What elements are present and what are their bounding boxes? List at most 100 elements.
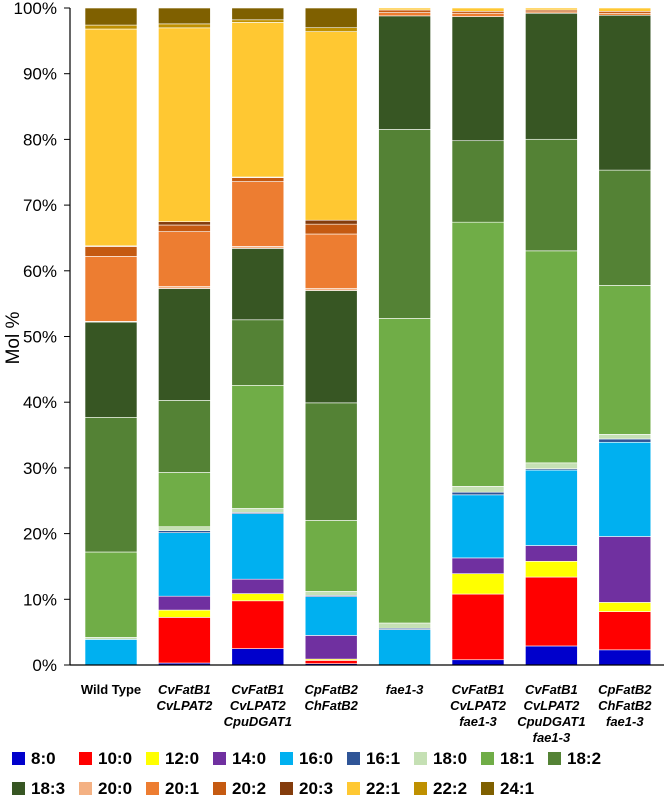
category-label: CvFatB1 CvLPAT2 fae1-3 xyxy=(450,682,507,729)
bar-segment-22-1 xyxy=(451,7,505,12)
bar-segment-16-1 xyxy=(598,438,652,443)
legend-label: 14:0 xyxy=(232,749,266,768)
legend-label: 16:0 xyxy=(299,749,333,768)
legend-label: 16:1 xyxy=(366,749,400,768)
legend-label: 20:0 xyxy=(98,779,132,798)
category-label-line: CvFatB1 xyxy=(158,682,211,697)
bar-segment-18-1 xyxy=(304,520,358,592)
legend-item: 20:3 xyxy=(280,779,333,798)
legend-item: 16:1 xyxy=(347,749,400,768)
legend-item: 22:1 xyxy=(347,779,400,798)
bar-segment-10-0 xyxy=(525,576,578,647)
legend-swatch xyxy=(79,782,92,795)
legend-label: 20:3 xyxy=(299,779,333,798)
category-label-line: CvLPAT2 xyxy=(230,698,287,713)
legend-label: 18:2 xyxy=(567,749,601,768)
bar-segment-16-0 xyxy=(304,596,358,636)
bar-segment-22-1 xyxy=(158,27,211,223)
category-label-line: CpuDGAT1 xyxy=(517,714,585,729)
bar-segment-16-0 xyxy=(231,513,285,580)
category-label-line: fae1-3 xyxy=(386,682,424,697)
legend-swatch xyxy=(12,752,25,765)
bar-segment-10-0 xyxy=(304,660,358,664)
bar-segment-10-0 xyxy=(158,617,211,664)
y-tick-label: 30% xyxy=(23,459,57,478)
y-tick-label: 90% xyxy=(23,65,57,84)
bar-segment-10-0 xyxy=(231,600,285,649)
legend-item: 20:1 xyxy=(146,779,199,798)
bar-segment-18-2 xyxy=(598,169,652,286)
category-label-line: CpuDGAT1 xyxy=(224,714,292,729)
category-label-line: CvLPAT2 xyxy=(156,698,213,713)
legend-item: 12:0 xyxy=(146,749,199,768)
bar-segment-18-2 xyxy=(525,138,578,252)
bar-segment-22-1 xyxy=(525,7,578,11)
category-label-line: CpFatB2 xyxy=(304,682,358,697)
y-tick-label: 70% xyxy=(23,196,57,215)
category-label-line: CvFatB1 xyxy=(231,682,284,697)
legend-item: 20:0 xyxy=(79,779,132,798)
bar-segment-20-2 xyxy=(231,177,285,182)
legend-item: 18:2 xyxy=(548,749,601,768)
bar-segment-16-0 xyxy=(451,494,505,559)
bar-segment-8-0 xyxy=(231,648,285,666)
y-tick-label: 50% xyxy=(23,328,57,347)
legend-swatch xyxy=(414,782,427,795)
bar-segment-12-0 xyxy=(158,609,211,618)
category-label-line: fae1-3 xyxy=(459,714,497,729)
y-tick-label: 40% xyxy=(23,393,57,412)
legend-swatch xyxy=(481,752,494,765)
bars xyxy=(84,7,652,666)
bar-segment-18-1 xyxy=(378,318,431,624)
category-label-line: CvLPAT2 xyxy=(450,698,507,713)
bar-segment-18-0 xyxy=(451,485,505,493)
bar-segment-20-3 xyxy=(158,221,211,226)
category-label: CvFatB1 CvLPAT2 xyxy=(156,682,213,713)
bar-segment-18-1 xyxy=(231,385,285,509)
bar-segment-18-2 xyxy=(304,402,358,521)
legend-label: 22:2 xyxy=(433,779,467,798)
category-label: CvFatB1 CvLPAT2 CpuDGAT1 fae1-3 xyxy=(517,682,585,745)
bar-segment-18-3 xyxy=(158,288,211,401)
bar-segment-18-1 xyxy=(525,250,578,464)
y-tick-label: 10% xyxy=(23,590,57,609)
category-label-line: CpFatB2 xyxy=(598,682,652,697)
legend-label: 12:0 xyxy=(165,749,199,768)
bar-segment-12-0 xyxy=(525,560,578,578)
bar-stack xyxy=(378,7,431,666)
legend-label: 10:0 xyxy=(98,749,132,768)
category-label: fae1-3 xyxy=(386,682,424,697)
bar-segment-14-0 xyxy=(231,578,285,594)
legend-item: 20:2 xyxy=(213,779,266,798)
bar-segment-18-3 xyxy=(525,12,578,140)
y-axis-label: Mol % xyxy=(3,312,24,365)
category-label: CvFatB1 CvLPAT2 CpuDGAT1 xyxy=(224,682,292,729)
legend-item: 16:0 xyxy=(280,749,333,768)
bar-stack xyxy=(158,7,211,666)
category-label-line: fae1-3 xyxy=(533,730,571,745)
bar-segment-22-1 xyxy=(598,7,652,12)
bar-segment-12-0 xyxy=(231,593,285,602)
bar-segment-14-0 xyxy=(158,595,211,611)
bar-segment-18-2 xyxy=(158,400,211,473)
bar-segment-22-1 xyxy=(84,28,138,247)
bar-stack xyxy=(304,7,358,666)
bar-segment-14-0 xyxy=(525,545,578,562)
bar-stack xyxy=(231,7,285,666)
bar-segment-22-2 xyxy=(158,23,211,29)
legend-swatch xyxy=(347,782,360,795)
bar-segment-18-2 xyxy=(84,417,138,553)
legend-label: 20:1 xyxy=(165,779,199,798)
category-label-line: CvLPAT2 xyxy=(523,698,580,713)
bar-segment-8-0 xyxy=(525,645,578,666)
category-label: CpFatB2 ChFatB2 xyxy=(304,682,358,713)
legend-swatch xyxy=(146,752,159,765)
bar-segment-10-0 xyxy=(451,593,505,661)
bar-segment-20-1 xyxy=(451,12,505,17)
legend-swatch xyxy=(12,782,25,795)
legend-item: 22:2 xyxy=(414,779,467,798)
bar-segment-24-1 xyxy=(304,7,358,29)
bar-stack xyxy=(598,7,652,666)
bar-segment-14-0 xyxy=(598,536,652,603)
